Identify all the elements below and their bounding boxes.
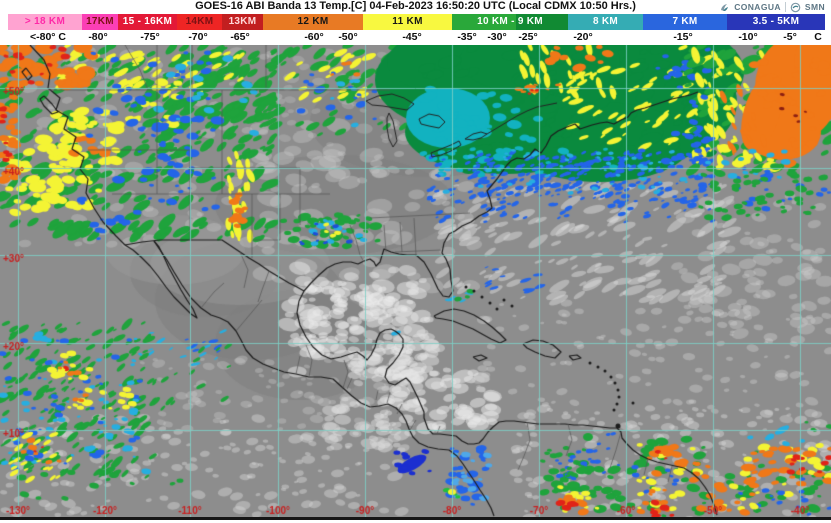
temperature-tick-label: -45° [402, 31, 422, 43]
legend-band: 15 - 16KM [118, 14, 177, 30]
conagua-logo-icon [721, 3, 729, 11]
legend-band: 17KM [82, 14, 118, 30]
smn-logo-icon [790, 2, 801, 12]
temperature-tick-label: -50° [338, 31, 358, 43]
legend-band: 3.5 - 5KM [727, 14, 825, 30]
legend-band: 14KM [177, 14, 222, 30]
temperature-tick-label: -80° [88, 31, 108, 43]
page-title: GOES-16 ABI Banda 13 Temp.[C] 04-Feb-202… [195, 0, 636, 12]
temperature-tick-label: -20° [573, 31, 593, 43]
logo-divider [784, 2, 786, 12]
legend-band: 10 KM - 9 KM [452, 14, 568, 30]
satellite-map [0, 45, 831, 520]
agency-logos: CONAGUA SMN [719, 1, 825, 13]
temperature-scale: <-80° C -80° -75° -70° -65° -60° -50° -45° -35° -… [0, 30, 831, 45]
temperature-tick-label: -30° [487, 31, 507, 43]
altitude-color-scale: > 18 KM 17KM 15 - 16KM 14KM 13KM 12 KM 11 KM 10… [0, 14, 831, 30]
temperature-tick-label: C [814, 31, 822, 43]
legend-band: 8 KM [568, 14, 643, 30]
temperature-tick-label: -70° [188, 31, 208, 43]
temperature-tick-label: -15° [673, 31, 693, 43]
conagua-logo-text: CONAGUA [734, 2, 781, 12]
legend-band: > 18 KM [8, 14, 82, 30]
temperature-tick-label: -35° [457, 31, 477, 43]
legend-band: 13KM [222, 14, 263, 30]
title-bar: GOES-16 ABI Banda 13 Temp.[C] 04-Feb-202… [0, 0, 831, 14]
satellite-imagery-canvas [0, 45, 831, 517]
temperature-tick-label: -65° [230, 31, 250, 43]
temperature-tick-label: -25° [518, 31, 538, 43]
legend-band: 11 KM [363, 14, 452, 30]
temperature-tick-label: -75° [140, 31, 160, 43]
temperature-tick-label: -5° [783, 31, 797, 43]
temperature-tick-label: -60° [304, 31, 324, 43]
temperature-tick-label: -10° [738, 31, 758, 43]
legend-band: 7 KM [643, 14, 727, 30]
temperature-tick-label: <-80° C [29, 31, 67, 43]
legend-band: 12 KM [263, 14, 363, 30]
smn-logo-text: SMN [804, 2, 825, 12]
